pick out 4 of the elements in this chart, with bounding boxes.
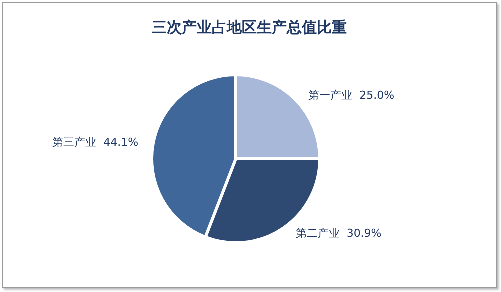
- slice-label: 第一产业 25.0%: [308, 88, 395, 102]
- chart-title: 三次产业占地区生产总值比重: [152, 18, 347, 36]
- slice-label: 第三产业 44.1%: [52, 136, 139, 149]
- slice-label: 第二产业 30.9%: [296, 226, 382, 240]
